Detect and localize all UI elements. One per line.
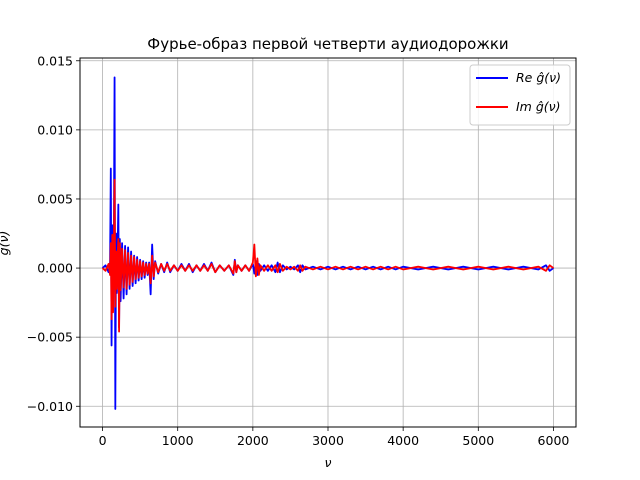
y-tick-label: 0.005 (37, 191, 73, 206)
y-tick-label: 0.015 (37, 53, 73, 68)
x-ticks: 0 1000 2000 3000 4000 5000 6000 (99, 427, 570, 448)
y-tick-label: 0.010 (37, 122, 73, 137)
y-tick-label: −0.005 (27, 330, 73, 345)
x-tick-label: 0 (99, 433, 107, 448)
legend-box (469, 64, 571, 126)
x-tick-label: 1000 (162, 433, 194, 448)
x-axis-label: ν (325, 455, 332, 470)
x-tick-label: 3000 (312, 433, 344, 448)
chart-title: Фурье-образ первой четверти аудиодорожки (147, 35, 508, 53)
legend-label-re: Re ĝ(ν) (516, 70, 561, 85)
y-tick-label: −0.010 (27, 399, 73, 414)
y-tick-label: 0.000 (37, 261, 73, 276)
legend: Re ĝ(ν) Im ĝ(ν) (469, 64, 571, 126)
y-axis-label: g(ν) (0, 231, 11, 256)
x-tick-label: 6000 (538, 433, 570, 448)
series-layer (101, 76, 554, 410)
y-ticks: −0.010 −0.005 0.000 0.005 0.010 0.015 (27, 53, 80, 414)
series-line-im (101, 178, 554, 333)
legend-label-im: Im ĝ(ν) (516, 99, 561, 114)
x-tick-label: 2000 (237, 433, 269, 448)
x-tick-label: 5000 (462, 433, 494, 448)
x-tick-label: 4000 (387, 433, 419, 448)
